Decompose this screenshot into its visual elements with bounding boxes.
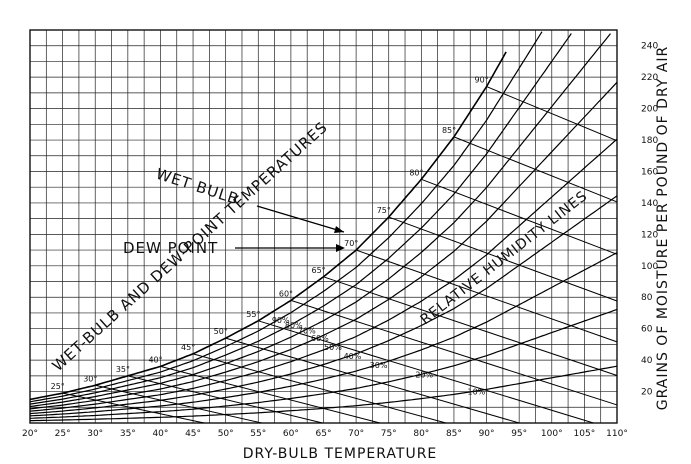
x-tick-label: 90°: [479, 429, 495, 439]
chart-curves: 90%80%70%60%50%40% 30% 20% 10% 25° 30° 35° 40° 4…: [29, 31, 618, 424]
wet-bulb-label: 75°: [377, 206, 391, 215]
rh-label: 50%: [324, 343, 342, 352]
x-tick-label: 70°: [348, 429, 364, 439]
wet-bulb-label: 35°: [116, 365, 130, 374]
x-tick-label: 45°: [185, 429, 201, 439]
wet-bulb-label: 60°: [279, 289, 293, 298]
relative-humidity-line: [29, 252, 618, 417]
wet-bulb-label: 80°: [409, 168, 423, 177]
wet-bulb-line: [258, 320, 594, 424]
x-tick-label: 80°: [413, 429, 429, 439]
x-tick-label: 25°: [55, 429, 71, 439]
x-tick-label: 105°: [574, 429, 596, 439]
y-tick-label: 20: [641, 388, 653, 398]
wet-bulb-line: [388, 216, 618, 302]
y-tick-label: 120: [641, 230, 658, 240]
wet-bulb-line: [323, 276, 618, 376]
relative-humidity-line: [29, 308, 618, 419]
x-tick-label: 100°: [541, 429, 563, 439]
rh-label: 20%: [415, 370, 433, 379]
wet-bulb-line: [62, 392, 205, 424]
wet-bulb-label: 30°: [83, 374, 97, 383]
y-axis-ticks: 20 40 60 80 100 120 140 160 180 200 220 240: [641, 42, 658, 398]
wet-bulb-arrow: [256, 205, 345, 233]
rh-label: 70%: [298, 327, 316, 336]
relative-humidity-line: [29, 81, 618, 410]
x-axis-ticks: 20° 25° 30° 35° 40° 45° 50° 55° 60° 65° 70° 75° 80° 8…: [22, 429, 628, 439]
rh-label: 40%: [344, 352, 362, 361]
y-axis-title: GRAINS OF MOISTURE PER POUND OF DRY AIR: [655, 46, 671, 410]
x-tick-label: 110°: [606, 429, 628, 439]
x-tick-label: 65°: [316, 429, 332, 439]
y-tick-label: 140: [641, 199, 658, 209]
rh-label: 90%: [272, 316, 290, 325]
x-tick-label: 40°: [152, 429, 168, 439]
dew-point-annotation: DEW POINT: [123, 239, 218, 257]
wet-bulb-label: 55°: [246, 310, 260, 319]
wet-bulb-line: [453, 136, 618, 203]
x-tick-label: 50°: [218, 429, 234, 439]
y-tick-label: 160: [641, 167, 658, 177]
relative-humidity-line: [29, 33, 572, 405]
x-tick-label: 35°: [120, 429, 136, 439]
wet-bulb-arrowhead: [334, 226, 344, 233]
y-tick-label: 180: [641, 136, 658, 146]
y-tick-label: 240: [641, 42, 658, 52]
relative-humidity-line: [29, 138, 618, 412]
wet-bulb-line: [290, 299, 618, 406]
rh-label: 30%: [370, 361, 388, 370]
rh-label: 80%: [285, 321, 303, 330]
relative-humidity-line: [29, 31, 543, 403]
wet-bulb-line: [160, 365, 381, 424]
wet-bulb-label: 70°: [344, 239, 358, 248]
wet-bulb-label: 90°: [475, 76, 489, 85]
x-tick-label: 95°: [511, 429, 527, 439]
wet-bulb-line: [127, 375, 323, 424]
y-tick-label: 220: [641, 73, 658, 83]
wet-dew-temperatures-annotation: WET-BULB AND DEW-POINT TEMPERATURES: [49, 118, 332, 375]
wet-bulb-line: [355, 249, 618, 343]
wet-bulb-label: 25°: [51, 382, 65, 391]
saturation-curve: [29, 51, 507, 401]
rh-label: 60%: [311, 334, 329, 343]
x-tick-label: 30°: [87, 429, 103, 439]
wet-bulb-label: 45°: [181, 343, 195, 352]
y-tick-label: 100: [641, 262, 658, 272]
x-tick-label: 60°: [283, 429, 299, 439]
plot-frame: [29, 29, 618, 424]
x-tick-label: 85°: [446, 429, 462, 439]
y-tick-label: 80: [641, 293, 653, 303]
wet-bulb-label: 65°: [312, 266, 326, 275]
wet-bulb-line: [486, 86, 618, 142]
dew-point-arrowhead: [336, 244, 345, 252]
wet-bulb-label: 85°: [442, 126, 456, 135]
x-tick-label: 20°: [22, 429, 38, 439]
x-tick-label: 75°: [381, 429, 397, 439]
wet-bulb-line: [225, 337, 520, 424]
wet-bulb-line: [421, 178, 618, 255]
relative-humidity-lines-annotation: RELATIVE HUMIDITY LINES: [418, 188, 591, 328]
wet-bulb-label: 40°: [148, 355, 162, 364]
y-tick-label: 60: [641, 325, 653, 335]
y-tick-label: 40: [641, 356, 653, 366]
wet-bulb-line: [95, 384, 262, 424]
wet-bulb-label: 50°: [214, 327, 228, 336]
x-axis-title: DRY-BULB TEMPERATURE: [243, 446, 438, 462]
x-tick-label: 55°: [250, 429, 266, 439]
rh-label: 10%: [468, 387, 486, 396]
relative-humidity-line: [29, 33, 611, 408]
y-tick-label: 200: [641, 105, 658, 115]
wet-bulb-line: [192, 353, 447, 424]
